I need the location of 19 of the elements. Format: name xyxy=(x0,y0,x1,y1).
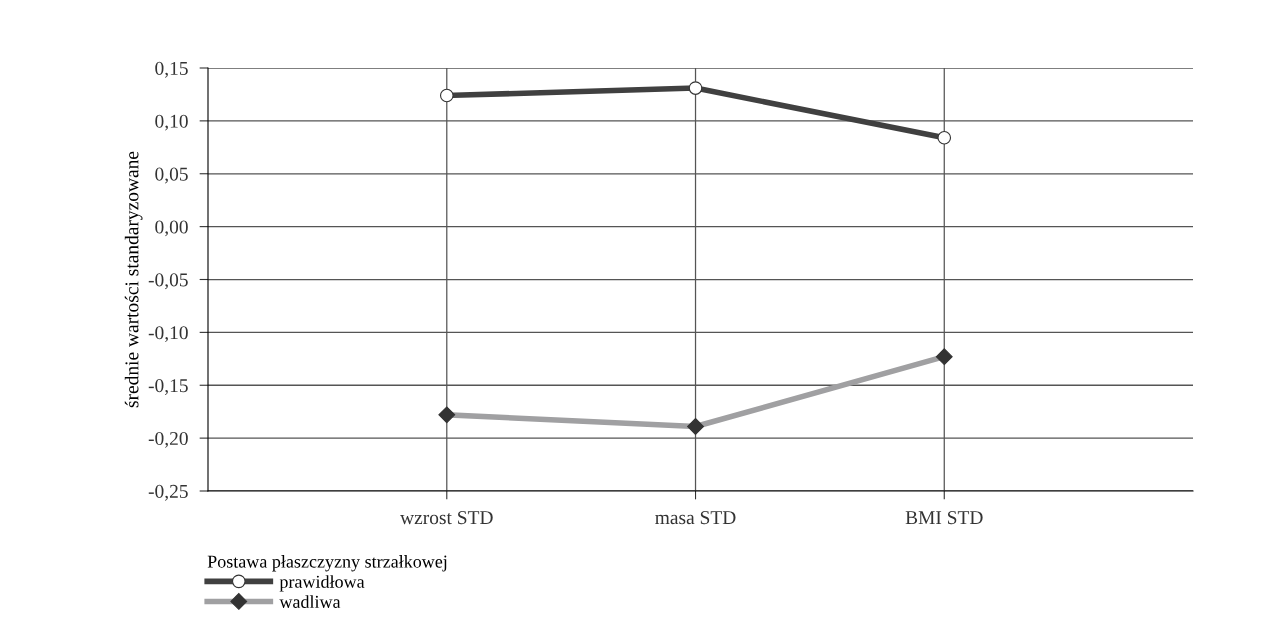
legend-title: Postawa płaszczyzny strzałkowej xyxy=(207,555,447,572)
y-tick-label: -0,10 xyxy=(148,326,188,343)
legend-label: prawidłowa xyxy=(279,575,365,592)
x-tick-label: BMI STD xyxy=(905,511,983,525)
y-tick-label: -0,25 xyxy=(148,484,188,501)
legend-label: wadliwa xyxy=(279,595,341,608)
y-tick-label: -0,20 xyxy=(148,431,188,448)
x-tick-label: masa STD xyxy=(655,511,736,525)
y-tick-label: -0,15 xyxy=(148,379,188,395)
point xyxy=(937,130,952,145)
y-tick-label: 0,10 xyxy=(155,114,188,131)
y-tick-label: -0,05 xyxy=(148,273,188,290)
x-tick-label: wzrost STD xyxy=(400,511,493,525)
point xyxy=(439,88,454,103)
point xyxy=(688,81,703,95)
y-tick-label: 0,15 xyxy=(155,61,188,78)
y-tick-label: 0,05 xyxy=(155,167,188,184)
y-tick-label: 0,00 xyxy=(155,220,188,237)
y-axis-title: średnie wartości standaryzowane xyxy=(124,151,143,408)
